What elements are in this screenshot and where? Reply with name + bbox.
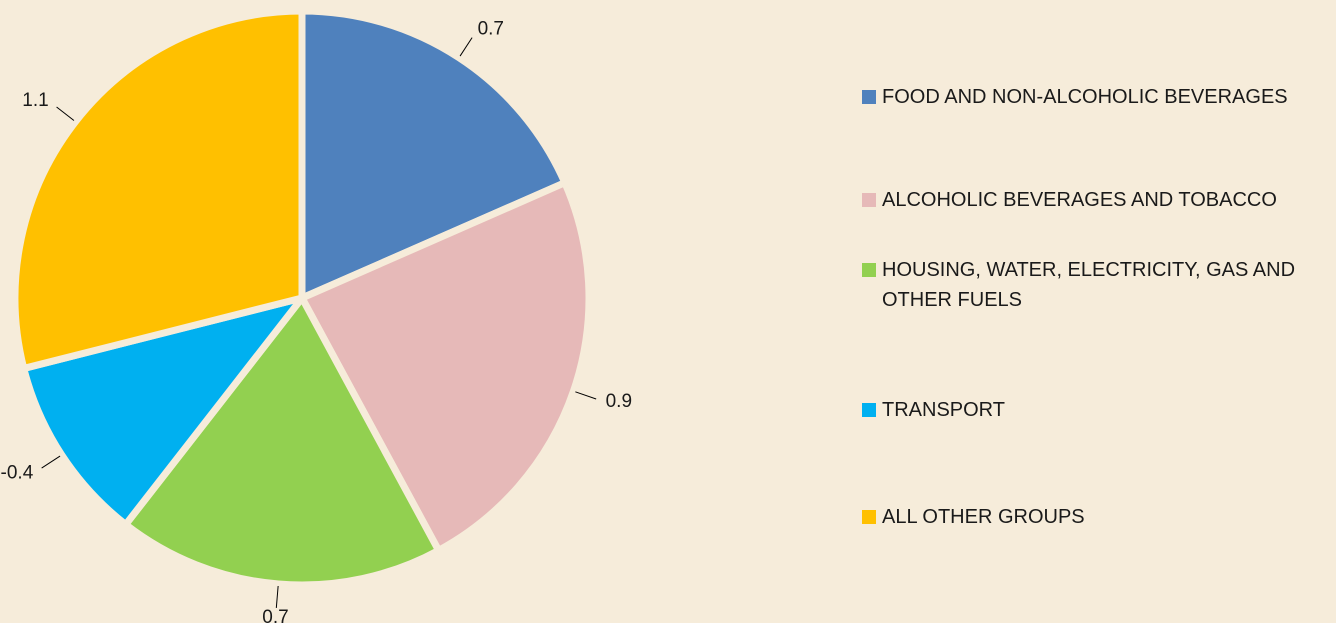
pie-slice — [19, 292, 312, 530]
legend-label: HOUSING, WATER, ELECTRICITY, GAS AND OTH… — [882, 259, 1296, 311]
legend-label: FOOD AND NON-ALCOHOLIC BEVERAGES — [882, 86, 1288, 108]
legend-swatch — [862, 90, 876, 104]
legend-item: HOUSING, WATER, ELECTRICITY, GAS AND OTH… — [862, 255, 1336, 315]
pie-slice — [298, 7, 570, 304]
legend-swatch — [862, 193, 876, 207]
chart: 0.7 0.9 0.7 -0.4 1.1 — [0, 7, 633, 623]
data-label: 1.1 — [22, 90, 48, 111]
legend-item: ALL OTHER GROUPS — [862, 502, 1336, 532]
legend-swatch — [862, 403, 876, 417]
legend-label: TRANSPORT — [882, 399, 1005, 421]
data-label: 0.7 — [262, 607, 288, 623]
data-label: -0.4 — [1, 463, 34, 484]
leader-line — [41, 455, 61, 469]
data-label: 0.9 — [606, 391, 632, 412]
leader-line — [459, 37, 473, 57]
pie-slice — [120, 291, 444, 589]
legend-label: ALL OTHER GROUPS — [882, 506, 1085, 528]
legend-item: TRANSPORT — [862, 395, 1336, 425]
legend-label: ALCOHOLIC BEVERAGES AND TOBACCO — [882, 189, 1277, 211]
legend-swatch — [862, 510, 876, 524]
legend-item: ALCOHOLIC BEVERAGES AND TOBACCO — [862, 185, 1336, 215]
pie-slice — [11, 7, 306, 373]
legend-item: FOOD AND NON-ALCOHOLIC BEVERAGES — [862, 82, 1336, 112]
leader-line — [56, 106, 75, 121]
leader-line — [275, 585, 279, 608]
leader-line — [575, 391, 597, 400]
pie-slice — [297, 178, 593, 556]
data-label: 0.7 — [478, 18, 504, 39]
legend-swatch — [862, 263, 876, 277]
